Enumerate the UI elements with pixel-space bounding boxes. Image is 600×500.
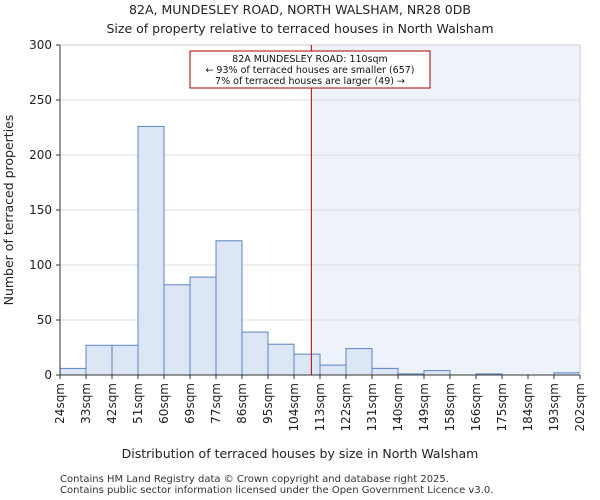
x-tick-label: 60sqm <box>157 383 171 424</box>
footer-line-2: Contains public sector information licen… <box>60 485 493 496</box>
x-tick-label: 113sqm <box>313 383 327 431</box>
x-tick-label: 158sqm <box>443 383 457 431</box>
chart-subtitle: Size of property relative to terraced ho… <box>106 21 493 36</box>
y-tick-label: 50 <box>37 313 52 327</box>
x-axis-label: Distribution of terraced houses by size … <box>122 446 479 461</box>
x-tick-label: 193sqm <box>547 383 561 431</box>
bar <box>371 367 399 376</box>
y-tick-label: 250 <box>29 93 52 107</box>
x-tick-label: 175sqm <box>495 383 509 431</box>
x-tick-label: 166sqm <box>469 383 483 431</box>
x-tick-label: 42sqm <box>105 383 119 424</box>
x-tick-label: 95sqm <box>261 383 275 424</box>
x-tick-label: 131sqm <box>365 383 379 431</box>
x-tick-label: 86sqm <box>235 383 249 424</box>
x-tick-label: 77sqm <box>209 383 223 424</box>
y-tick-label: 0 <box>44 368 52 382</box>
bar <box>345 348 373 376</box>
bar <box>241 331 269 376</box>
x-tick-label: 51sqm <box>131 383 145 424</box>
bar <box>319 364 347 376</box>
annotation-line-3: 7% of terraced houses are larger (49) → <box>215 76 405 87</box>
bar <box>85 344 113 376</box>
bar <box>59 367 87 376</box>
footer-line-1: Contains HM Land Registry data © Crown c… <box>60 474 449 485</box>
x-tick-label: 33sqm <box>79 383 93 424</box>
bar <box>189 276 217 376</box>
y-tick-label: 300 <box>29 38 52 52</box>
plot-area: 0 50 100 150 200 250 300 24sqm 33sqm 42sqm 51sqm 60… <box>29 38 587 431</box>
x-tick-label: 122sqm <box>339 383 353 431</box>
y-tick-label: 150 <box>29 203 52 217</box>
bar <box>423 370 451 376</box>
bar <box>163 284 191 376</box>
annotation-box <box>189 50 431 89</box>
x-tick-label: 140sqm <box>391 383 405 431</box>
bar <box>137 125 165 376</box>
bar <box>267 343 295 376</box>
x-tick-label: 149sqm <box>417 383 431 431</box>
bar <box>215 240 243 376</box>
y-tick-label: 100 <box>29 258 52 272</box>
y-axis-label: Number of terraced properties <box>1 115 16 306</box>
x-tick-label: 184sqm <box>521 383 535 431</box>
chart-title: 82A, MUNDESLEY ROAD, NORTH WALSHAM, NR28… <box>129 2 471 17</box>
bar <box>293 353 321 376</box>
annotation-line-2: ← 93% of terraced houses are smaller (65… <box>205 65 414 76</box>
annotation-line-1: 82A MUNDESLEY ROAD: 110sqm <box>232 54 388 65</box>
x-tick-label: 24sqm <box>53 383 67 424</box>
x-tick-label: 202sqm <box>573 383 587 431</box>
x-tick-label: 104sqm <box>287 383 301 431</box>
bar <box>111 344 139 376</box>
x-tick-label: 69sqm <box>183 383 197 424</box>
y-tick-label: 200 <box>29 148 52 162</box>
